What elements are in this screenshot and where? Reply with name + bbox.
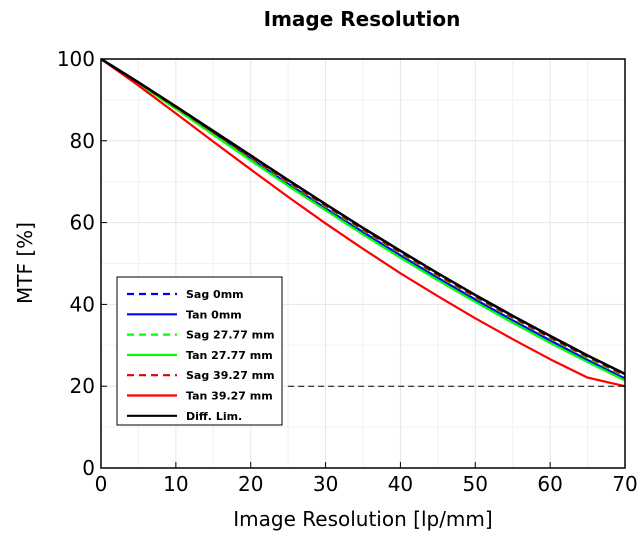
y-tick-label: 60 [70, 211, 95, 235]
x-tick-label: 70 [612, 472, 637, 496]
x-tick-label: 0 [95, 472, 108, 496]
y-tick-label: 20 [70, 374, 95, 398]
x-axis-ticks: 0 10 20 30 40 50 60 70 [95, 462, 638, 496]
x-tick-label: 30 [313, 472, 338, 496]
y-tick-label: 80 [70, 129, 95, 153]
curves [100, 57, 626, 388]
chart-title: Image Resolution [264, 7, 461, 31]
x-tick-label: 60 [537, 472, 562, 496]
series-line [100, 58, 626, 382]
series-line [100, 58, 626, 388]
x-tick-label: 10 [163, 472, 188, 496]
x-axis-label: Image Resolution [lp/mm] [233, 507, 492, 531]
x-tick-label: 50 [463, 472, 488, 496]
x-tick-label: 20 [238, 472, 263, 496]
series-line [100, 57, 626, 376]
y-tick-label: 40 [70, 292, 95, 316]
legend-label: Sag 39.27 mm [186, 369, 275, 382]
legend: Sag 0mm Tan 0mm Sag 27.77 mm Tan 27.77 mm Sa… [116, 276, 283, 426]
legend-box [116, 276, 283, 426]
y-axis-label: MTF [%] [13, 222, 37, 304]
x-tick-label: 40 [388, 472, 413, 496]
y-tick-label: 0 [82, 456, 95, 480]
legend-label: Sag 27.77 mm [186, 329, 275, 342]
legend-label: Sag 0mm [186, 288, 244, 301]
legend-label: Tan 39.27 mm [186, 390, 273, 403]
plot-frame [100, 58, 626, 469]
legend-label: Diff. Lim. [186, 410, 242, 423]
y-tick-label: 100 [57, 47, 95, 71]
y-axis-ticks: 0 20 40 60 80 100 [57, 47, 107, 480]
legend-label: Tan 27.77 mm [186, 349, 273, 362]
legend-label: Tan 0mm [186, 308, 242, 321]
series-line [100, 58, 626, 377]
